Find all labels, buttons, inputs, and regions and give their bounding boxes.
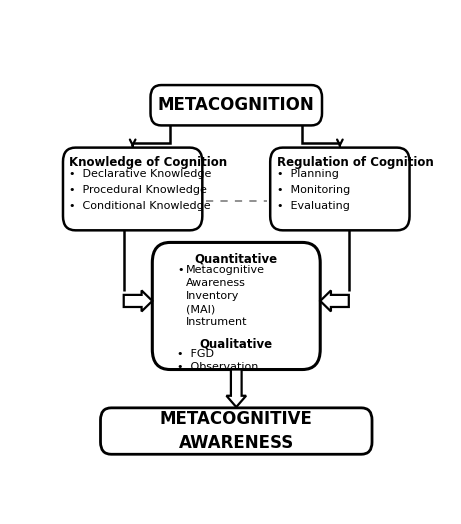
Text: Instrument: Instrument xyxy=(186,317,248,327)
Text: •  Monitoring: • Monitoring xyxy=(277,185,350,195)
Text: •  Declarative Knowledge: • Declarative Knowledge xyxy=(70,169,212,179)
Text: Inventory: Inventory xyxy=(186,291,240,301)
Text: Metacognitive: Metacognitive xyxy=(186,266,265,276)
Polygon shape xyxy=(320,290,349,311)
Polygon shape xyxy=(124,290,152,311)
Text: METACOGNITIVE
AWARENESS: METACOGNITIVE AWARENESS xyxy=(160,410,313,452)
FancyBboxPatch shape xyxy=(63,148,202,231)
Text: •  Procedural Knowledge: • Procedural Knowledge xyxy=(70,185,207,195)
Text: Quantitative: Quantitative xyxy=(195,253,278,266)
Text: •: • xyxy=(177,266,184,276)
Text: •  FGD: • FGD xyxy=(177,350,214,359)
FancyBboxPatch shape xyxy=(270,148,409,231)
Text: Regulation of Cognition: Regulation of Cognition xyxy=(277,156,433,169)
Text: •  Observation: • Observation xyxy=(177,362,259,372)
Polygon shape xyxy=(226,369,246,407)
Text: •  Evaluating: • Evaluating xyxy=(277,201,349,211)
Text: Qualitative: Qualitative xyxy=(200,337,273,350)
Text: METACOGNITION: METACOGNITION xyxy=(158,96,315,114)
Text: •  Planning: • Planning xyxy=(277,169,338,179)
Text: •  Conditional Knowledge: • Conditional Knowledge xyxy=(70,201,211,211)
FancyBboxPatch shape xyxy=(150,85,322,125)
Text: (MAI): (MAI) xyxy=(186,304,215,314)
Text: Awareness: Awareness xyxy=(186,278,246,288)
FancyBboxPatch shape xyxy=(152,243,320,369)
Text: Knowledge of Cognition: Knowledge of Cognition xyxy=(70,156,228,169)
FancyBboxPatch shape xyxy=(100,408,372,454)
